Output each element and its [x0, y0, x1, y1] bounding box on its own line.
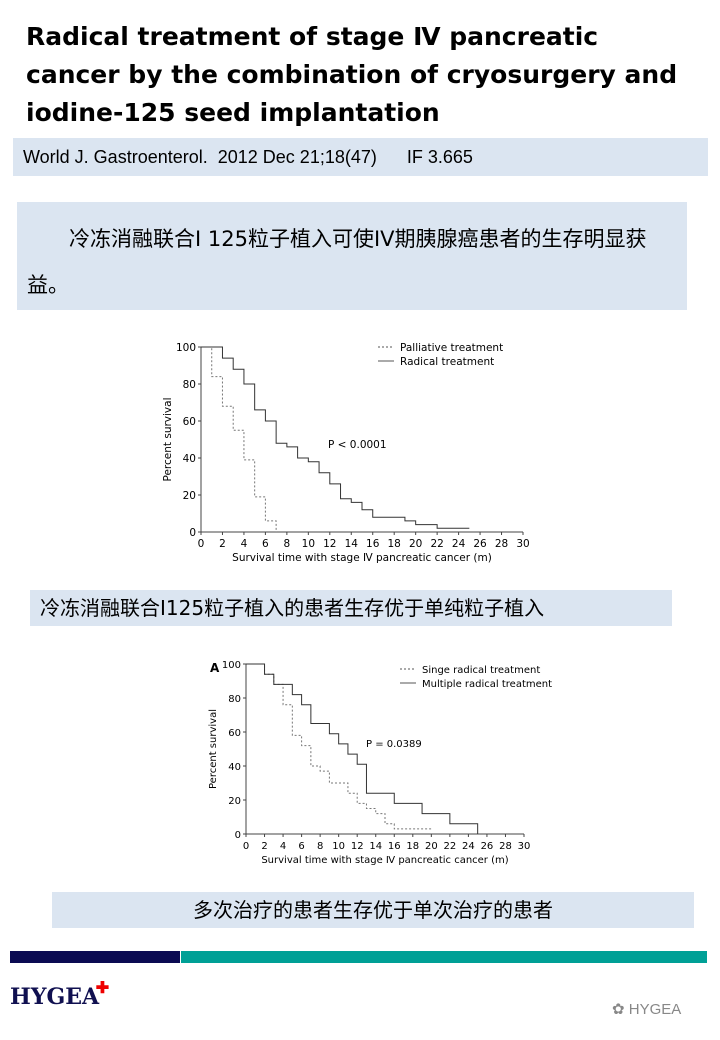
x-tick-label: 4	[280, 841, 286, 852]
x-tick-label: 18	[406, 841, 419, 852]
x-tick-label: 22	[430, 538, 443, 550]
x-tick-label: 20	[409, 538, 422, 550]
footer-bar-navy	[10, 951, 180, 963]
x-tick-label: 0	[243, 841, 249, 852]
x-axis-label: Survival time with stage Ⅳ pancreatic ca…	[261, 855, 508, 866]
series-line-2	[246, 663, 479, 834]
x-tick-label: 16	[366, 538, 380, 550]
finding-3: 多次治疗的患者生存优于单次治疗的患者	[52, 892, 694, 928]
x-tick-label: 12	[323, 538, 336, 550]
y-axis-label: Percent survival	[208, 709, 219, 789]
x-tick-label: 22	[443, 841, 456, 852]
citation-band: World J. Gastroenterol. 2012 Dec 21;18(47…	[13, 138, 708, 176]
citation-journal: World J. Gastroenterol.	[23, 147, 208, 167]
citation-date: 2012 Dec 21;18(47)	[217, 147, 377, 167]
title-line: iodine-125 seed implantation	[26, 98, 440, 127]
y-tick-label: 0	[235, 830, 241, 841]
wechat-icon: ✿	[612, 1001, 629, 1018]
legend-label: Radical treatment	[400, 356, 494, 368]
x-tick-label: 24	[452, 538, 466, 550]
footer-bar-teal	[181, 951, 707, 963]
y-tick-label: 60	[228, 728, 241, 739]
title-line: Radical treatment of stage Ⅳ pancreatic	[26, 22, 599, 51]
y-tick-label: 40	[228, 762, 241, 773]
red-cross-icon: ✚	[95, 978, 110, 997]
x-tick-label: 24	[462, 841, 475, 852]
slide-title: Radical treatment of stage Ⅳ pancreatic …	[26, 18, 716, 132]
legend-label: Singe radical treatment	[422, 665, 540, 676]
x-tick-label: 2	[261, 841, 267, 852]
x-tick-label: 12	[351, 841, 364, 852]
y-tick-label: 80	[228, 694, 241, 705]
x-tick-label: 26	[473, 538, 487, 550]
x-tick-label: 18	[388, 538, 401, 550]
x-axis-label: Survival time with stage Ⅳ pancreatic ca…	[232, 552, 492, 564]
x-tick-label: 10	[302, 538, 315, 550]
y-tick-label: 60	[183, 416, 196, 428]
legend-label: Multiple radical treatment	[422, 679, 552, 690]
x-tick-label: 30	[518, 841, 531, 852]
y-tick-label: 0	[189, 527, 196, 539]
x-tick-label: 8	[317, 841, 323, 852]
x-tick-label: 28	[499, 841, 512, 852]
x-tick-label: 10	[332, 841, 345, 852]
x-tick-label: 14	[369, 841, 382, 852]
y-tick-label: 20	[228, 796, 241, 807]
title-line: cancer by the combination of cryosurgery…	[26, 60, 678, 89]
impact-factor: IF 3.665	[406, 147, 473, 167]
series-line-2	[201, 346, 470, 529]
x-tick-label: 28	[495, 538, 508, 550]
y-tick-label: 40	[183, 453, 196, 465]
x-tick-label: 0	[198, 538, 205, 550]
series-line-1	[246, 663, 432, 830]
y-axis-label: Percent survival	[162, 398, 174, 482]
y-tick-label: 100	[176, 342, 196, 354]
y-tick-label: 100	[222, 660, 241, 671]
x-tick-label: 26	[481, 841, 494, 852]
x-tick-label: 16	[388, 841, 401, 852]
x-tick-label: 30	[516, 538, 529, 550]
finding-2: 冷冻消融联合I125粒子植入的患者生存优于单纯粒子植入	[30, 590, 672, 626]
legend-label: Palliative treatment	[400, 342, 503, 354]
panel-label: A	[210, 661, 220, 675]
y-tick-label: 80	[183, 379, 196, 391]
x-tick-label: 8	[284, 538, 291, 550]
x-tick-label: 6	[298, 841, 304, 852]
x-tick-label: 4	[241, 538, 248, 550]
x-tick-label: 6	[262, 538, 269, 550]
x-tick-label: 14	[345, 538, 359, 550]
watermark: ✿ HYGEA	[612, 1001, 682, 1018]
x-tick-label: 20	[425, 841, 438, 852]
y-tick-label: 20	[183, 490, 196, 502]
p-value-annotation: P < 0.0001	[328, 439, 387, 451]
hygea-logo: HYGEA ✚	[10, 978, 110, 1010]
x-tick-label: 2	[219, 538, 226, 550]
p-value-annotation: P = 0.0389	[366, 739, 422, 750]
finding-1: 冷冻消融联合I 125粒子植入可使IV期胰腺癌患者的生存明显获益。	[17, 202, 687, 310]
